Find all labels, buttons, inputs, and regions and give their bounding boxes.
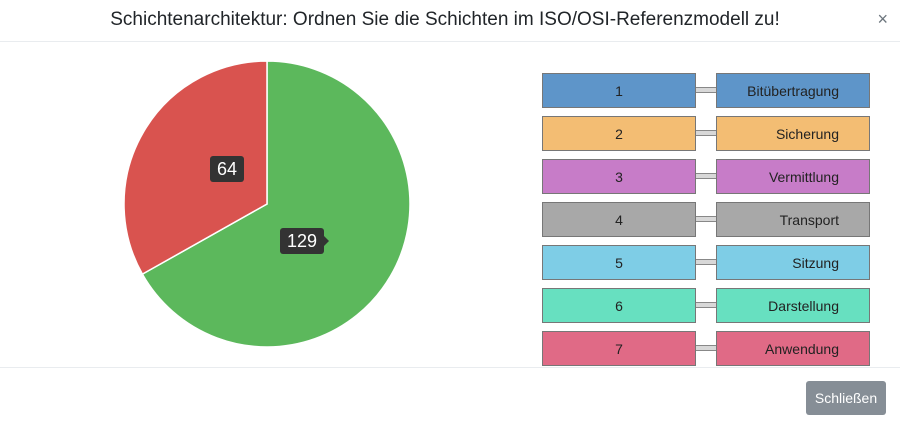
layer-name-box[interactable]: Sicherung <box>716 116 870 151</box>
layer-name-box[interactable]: Darstellung <box>716 288 870 323</box>
layer-row: 1 Bitübertragung <box>542 73 872 116</box>
layer-connector <box>696 216 716 222</box>
layer-connector <box>696 259 716 265</box>
dialog-title: Schichtenarchitektur: Ordnen Sie die Sch… <box>110 9 780 30</box>
layer-row: 7 Anwendung <box>542 331 872 367</box>
layer-connector <box>696 87 716 93</box>
layer-connector <box>696 130 716 136</box>
layer-name-box[interactable]: Anwendung <box>716 331 870 366</box>
pie-slice-64[interactable] <box>123 60 268 276</box>
pie-slice-129[interactable] <box>141 60 411 348</box>
layer-connector <box>696 302 716 308</box>
layer-number-box[interactable]: 1 <box>542 73 696 108</box>
layer-number-box[interactable]: 7 <box>542 331 696 366</box>
dialog-body: 129 64 1 Bitübertragung 2 Sicherung 3 Vermitt… <box>0 43 900 367</box>
layer-number-box[interactable]: 5 <box>542 245 696 280</box>
pie-chart <box>123 60 411 348</box>
close-button[interactable]: Schließen <box>806 381 886 415</box>
layer-number-box[interactable]: 4 <box>542 202 696 237</box>
layer-row: 3 Vermittlung <box>542 159 872 202</box>
layer-list: 1 Bitübertragung 2 Sicherung 3 Vermittlung 4 Tr… <box>542 73 872 367</box>
layer-connector <box>696 173 716 179</box>
data-label-64: 64 <box>210 156 245 182</box>
layer-row: 2 Sicherung <box>542 116 872 159</box>
dialog-footer: Schließen <box>0 367 900 427</box>
layer-name-box[interactable]: Sitzung <box>716 245 870 280</box>
dialog-header: Schichtenarchitektur: Ordnen Sie die Sch… <box>0 0 900 42</box>
layer-name-box[interactable]: Bitübertragung <box>716 73 870 108</box>
layer-connector <box>696 345 716 351</box>
layer-number-box[interactable]: 6 <box>542 288 696 323</box>
layer-row: 6 Darstellung <box>542 288 872 331</box>
layer-name-box[interactable]: Vermittlung <box>716 159 870 194</box>
layer-name-box[interactable]: Transport <box>716 202 870 237</box>
close-icon[interactable]: × <box>877 9 888 29</box>
layer-number-box[interactable]: 3 <box>542 159 696 194</box>
layer-row: 5 Sitzung <box>542 245 872 288</box>
layer-number-box[interactable]: 2 <box>542 116 696 151</box>
data-label-129: 129 <box>280 228 330 254</box>
layer-row: 4 Transport <box>542 202 872 245</box>
